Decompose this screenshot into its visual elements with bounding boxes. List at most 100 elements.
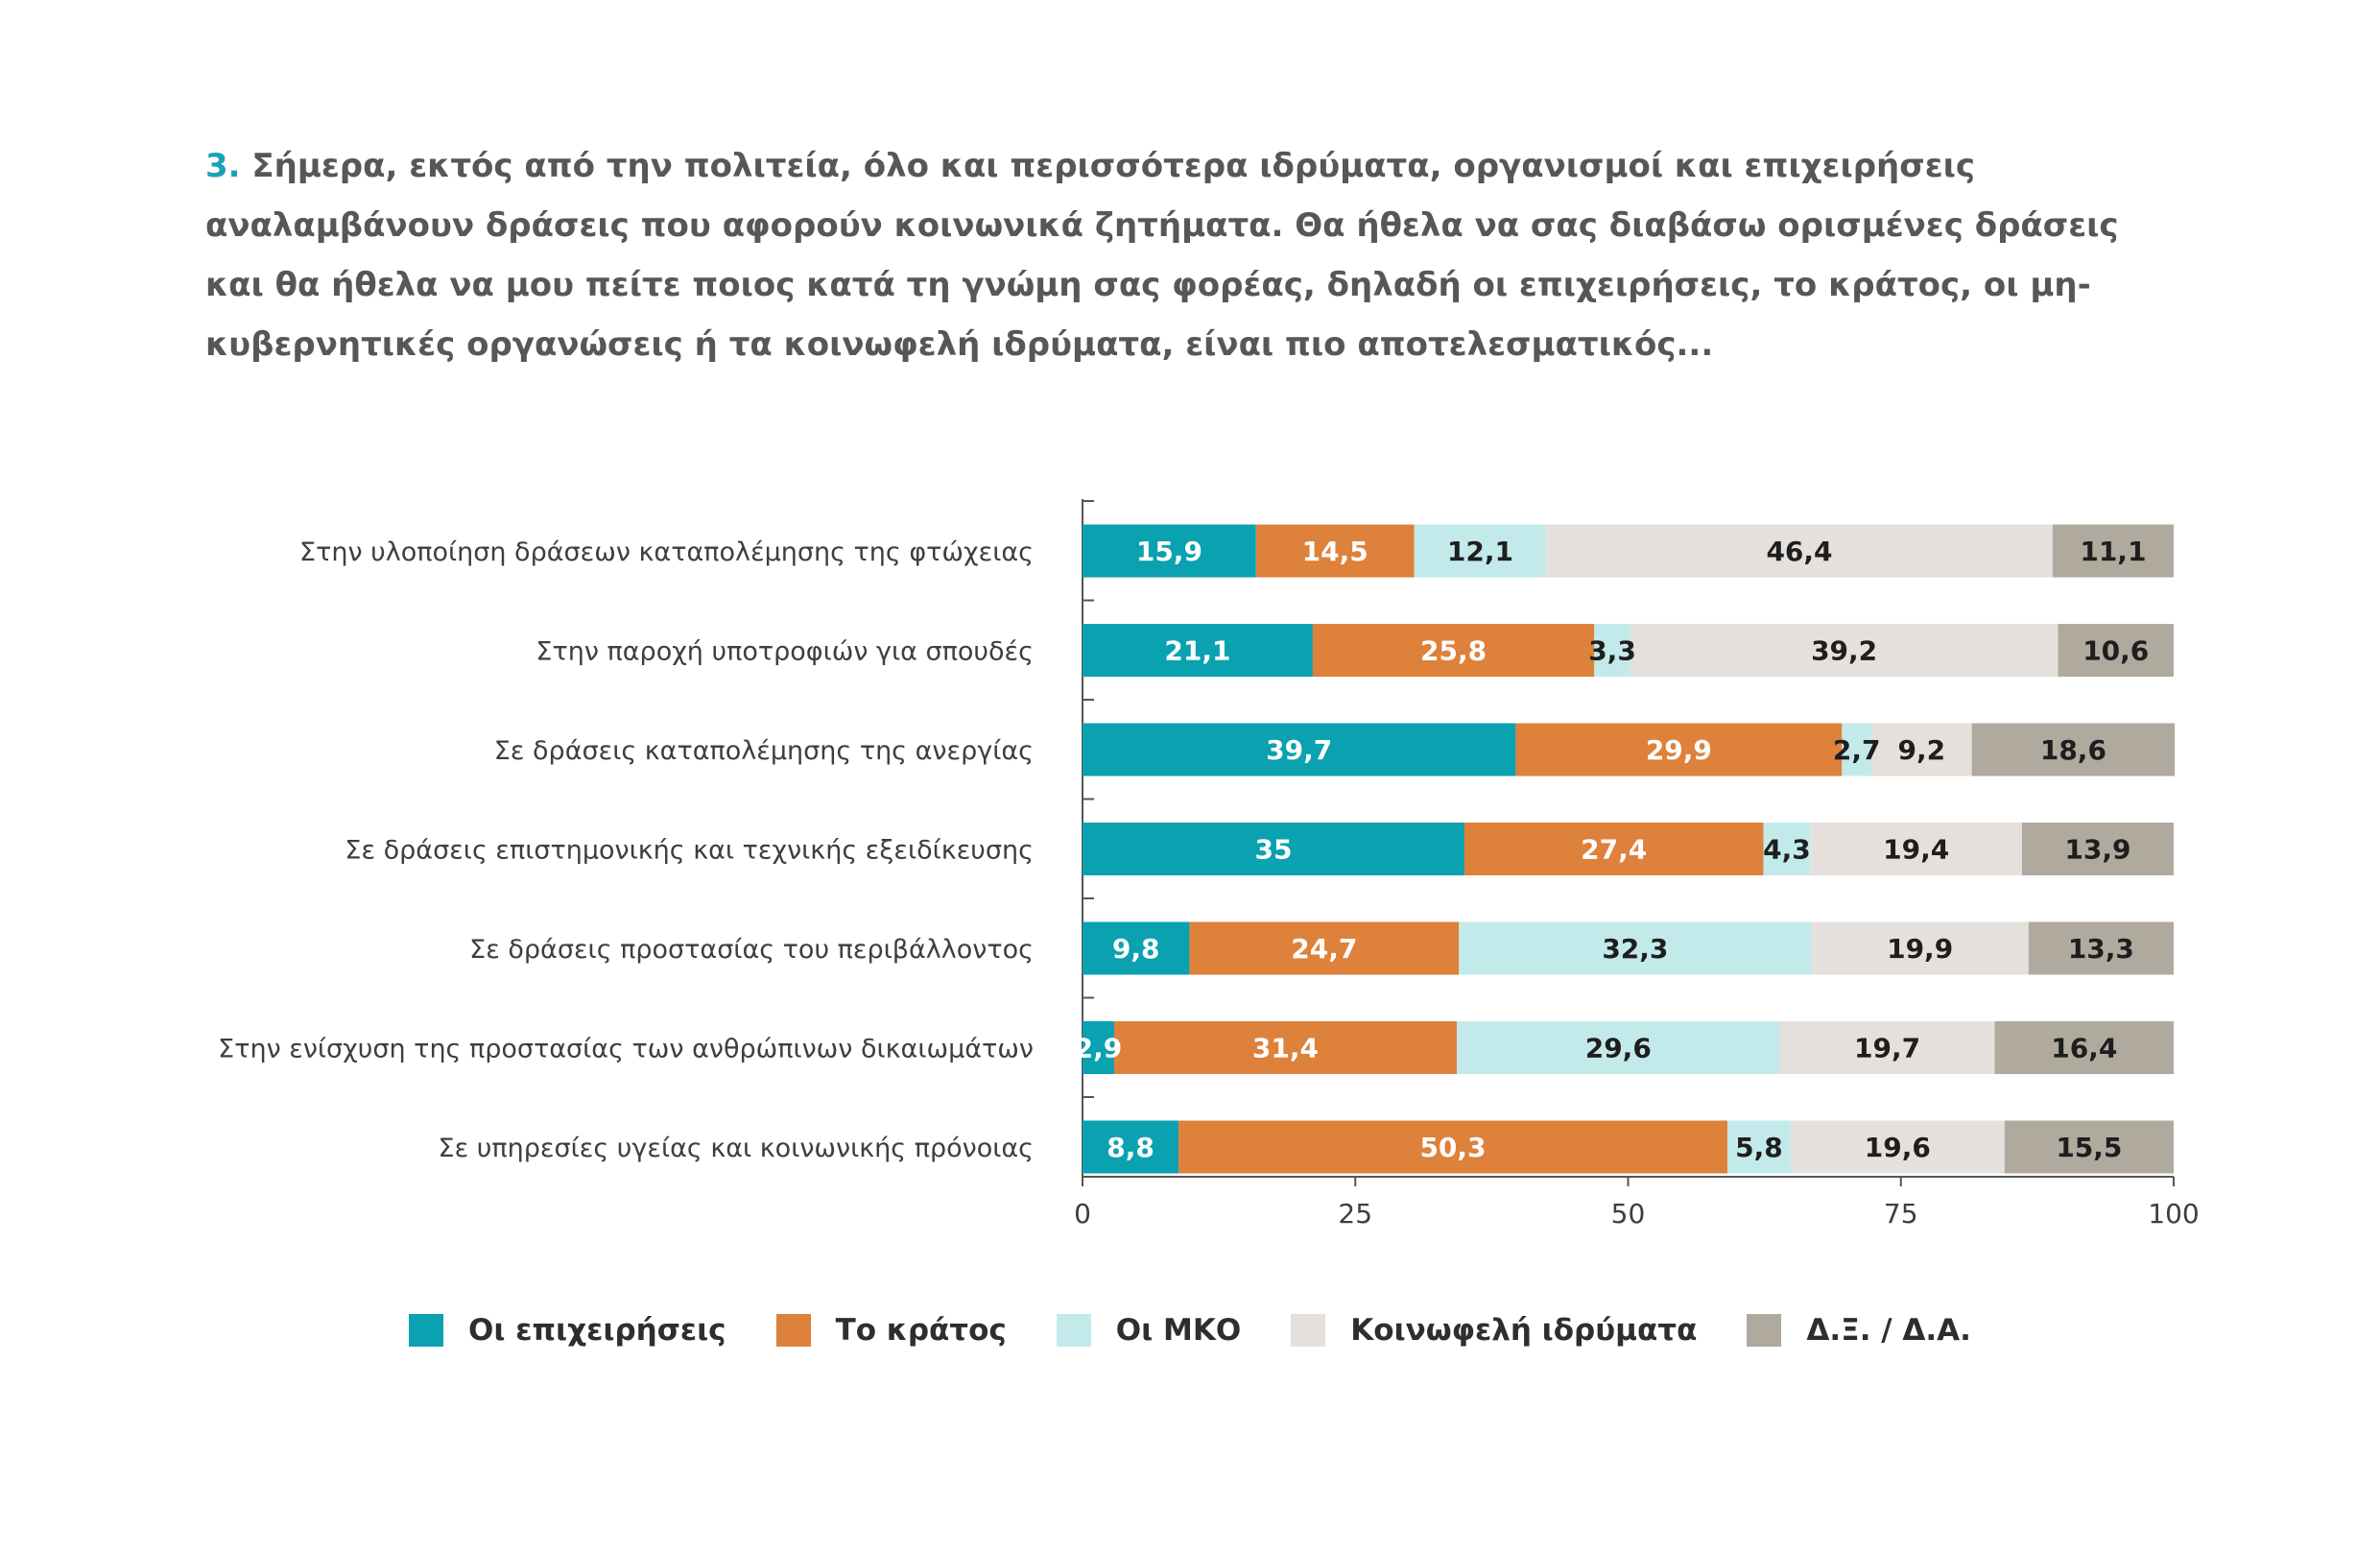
bar-segment: [1459, 921, 1812, 975]
data-label: 4,3: [1763, 834, 1811, 866]
legend-label: Δ.Ξ. / Δ.Α.: [1806, 1313, 1971, 1348]
bar-segment: [2021, 823, 2174, 875]
x-tick-label: 75: [1884, 1198, 1918, 1230]
bar-segment: [1515, 723, 1843, 776]
category-label: Σε υπηρεσίες υγείας και κοινωνικής πρόνο…: [439, 1134, 1034, 1163]
data-label: 8,8: [1107, 1132, 1154, 1163]
bar-segment: [1594, 624, 1630, 677]
bar-segment: [1810, 823, 2022, 875]
legend-item: Κοινωφελή ιδρύματα: [1291, 1313, 1697, 1348]
legend-item: Δ.Ξ. / Δ.Α.: [1747, 1313, 1971, 1348]
bar-segment: [1312, 624, 1595, 677]
bar-segment: [1083, 723, 1516, 776]
data-label: 16,4: [2051, 1033, 2117, 1064]
bar-segment: [2058, 624, 2174, 677]
question-body: Σήμερα, εκτός από την πολιτεία, όλο και …: [205, 147, 2119, 364]
legend: Οι επιχειρήσεις Το κράτος Οι ΜΚΟ Κοινωφελή …: [0, 1302, 2380, 1359]
data-label: 15,5: [2056, 1132, 2122, 1163]
bar-segment: [1971, 723, 2176, 776]
data-label: 3,3: [1588, 635, 1636, 667]
data-label: 19,4: [1883, 834, 1949, 866]
category-label: Σε δράσεις καταπολέμησης της ανεργίας: [494, 736, 1034, 766]
bar-segment: [1726, 1120, 1791, 1174]
x-tick-label: 50: [1611, 1198, 1646, 1230]
bar-segment: [1763, 823, 1811, 875]
data-label: 9,2: [1898, 734, 1946, 766]
data-label: 19,6: [1865, 1132, 1931, 1163]
data-label: 27,4: [1581, 834, 1647, 866]
data-label: 11,1: [2080, 536, 2146, 567]
bar-segment: [1083, 1120, 1179, 1174]
data-label: 39,2: [1811, 635, 1877, 667]
bar-segment: [1083, 524, 1256, 578]
question-text: 3. Σήμερα, εκτός από την πολιτεία, όλο κ…: [205, 136, 2182, 374]
data-label: 50,3: [1419, 1132, 1486, 1163]
bar-segment: [1083, 921, 1190, 975]
data-label: 2,9: [1075, 1033, 1123, 1064]
bar-segment: [1178, 1120, 1727, 1174]
bar-segment: [1083, 1021, 1114, 1074]
data-label: 19,7: [1854, 1033, 1920, 1064]
data-label: 32,3: [1602, 933, 1668, 965]
bar-segment: [1871, 723, 1972, 776]
bar-segment: [1842, 723, 1872, 776]
data-label: 18,6: [2040, 734, 2106, 766]
legend-swatch: [1291, 1314, 1326, 1347]
legend-swatch: [409, 1314, 444, 1347]
data-label: 29,6: [1585, 1033, 1652, 1064]
bar-segment: [1113, 1021, 1457, 1074]
legend-label: Κοινωφελή ιδρύματα: [1350, 1313, 1698, 1348]
legend-swatch: [1056, 1314, 1091, 1347]
data-label: 24,7: [1291, 933, 1357, 965]
data-label: 13,9: [2064, 834, 2130, 866]
legend-item: Οι επιχειρήσεις: [409, 1313, 726, 1348]
category-label: Στην παροχή υποτροφιών για σπουδές: [536, 637, 1034, 667]
bar-segment: [1630, 624, 2059, 677]
data-label: 14,5: [1302, 536, 1368, 567]
bar-segment: [1083, 823, 1464, 875]
bar-segment: [1994, 1021, 2174, 1074]
bar-segment: [1255, 524, 1415, 578]
bar-segment: [1189, 921, 1460, 975]
data-label: 31,4: [1252, 1033, 1319, 1064]
bar-segment: [2052, 524, 2174, 578]
bar-segment: [1414, 524, 1547, 578]
data-label: 19,9: [1887, 933, 1953, 965]
legend-label: Οι επιχειρήσεις: [468, 1313, 726, 1348]
bar-segment: [1790, 1120, 2005, 1174]
bar-segment: [1464, 823, 1764, 875]
x-tick-label: 0: [1074, 1198, 1091, 1230]
bar-segment: [1083, 624, 1313, 677]
data-label: 21,1: [1164, 635, 1230, 667]
data-label: 10,6: [2082, 635, 2149, 667]
legend-swatch: [775, 1314, 811, 1347]
bar-segment: [1811, 921, 2029, 975]
data-label: 12,1: [1447, 536, 1513, 567]
labels-layer: Στην υλοποίηση δράσεων καταπολέμησης της…: [218, 536, 2149, 1163]
question-number: 3.: [205, 147, 241, 185]
category-label: Στην υλοποίηση δράσεων καταπολέμησης της…: [299, 538, 1034, 567]
data-label: 46,4: [1766, 536, 1832, 567]
category-label: Σε δράσεις επιστημονικής και τεχνικής εξ…: [345, 836, 1034, 866]
data-label: 9,8: [1112, 933, 1160, 965]
bar-segment: [2004, 1120, 2174, 1174]
bars-layer: [1083, 524, 2176, 1174]
category-label: Στην ενίσχυση της προστασίας των ανθρώπι…: [218, 1035, 1034, 1064]
bar-segment: [2028, 921, 2174, 975]
bar-segment: [1546, 524, 2053, 578]
data-label: 15,9: [1136, 536, 1202, 567]
x-tick-label: 100: [2148, 1198, 2199, 1230]
data-label: 35: [1254, 834, 1292, 866]
legend-swatch: [1747, 1314, 1782, 1347]
legend-label: Το κράτος: [835, 1313, 1007, 1348]
x-tick-label: 25: [1338, 1198, 1372, 1230]
data-label: 39,7: [1266, 734, 1332, 766]
data-label: 2,7: [1833, 734, 1881, 766]
bar-segment: [1779, 1021, 1995, 1074]
data-label: 25,8: [1420, 635, 1487, 667]
axis-layer: 0 25 50 75 100: [1074, 499, 2200, 1230]
category-label: Σε δράσεις προστασίας του περιβάλλοντος: [469, 935, 1034, 965]
legend-label: Οι ΜΚΟ: [1115, 1313, 1242, 1348]
data-label: 5,8: [1735, 1132, 1783, 1163]
bar-segment: [1456, 1021, 1780, 1074]
